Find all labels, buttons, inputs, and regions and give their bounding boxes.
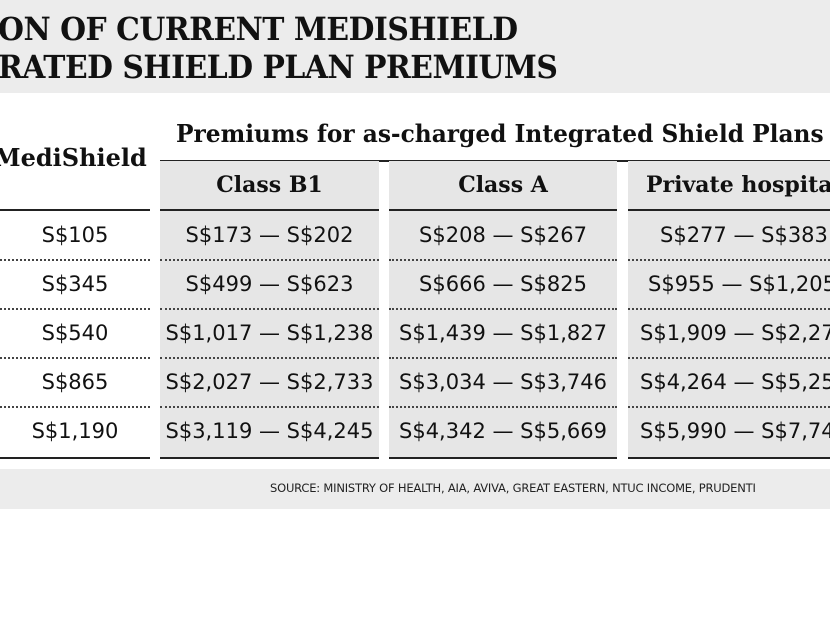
- class-b1-cell: S$1,017 — S$1,238: [165, 321, 374, 345]
- integrated-plans-group-header: Premiums for as-charged Integrated Shiel…: [176, 119, 824, 148]
- private-hospital-cell: S$277 — S$383: [660, 223, 828, 247]
- class-a-cell: S$666 — S$825: [419, 272, 587, 296]
- class-b1-cell: S$2,027 — S$2,733: [165, 370, 374, 394]
- row-divider: [389, 259, 617, 261]
- title-line-1: ON OF CURRENT MEDISHIELD: [0, 10, 518, 48]
- row-divider: [0, 357, 150, 359]
- row-divider: [160, 406, 379, 408]
- class-b1-header-rule: [160, 209, 379, 211]
- row-divider: [389, 357, 617, 359]
- private-hospital-cell: S$955 — S$1,205: [648, 272, 830, 296]
- row-divider: [160, 308, 379, 310]
- private-hospital-cell: S$4,264 — S$5,25: [640, 370, 830, 394]
- medishield-column-header: MediShield: [0, 143, 147, 172]
- row-divider: [389, 406, 617, 408]
- class-b1-header: Class B1: [216, 172, 323, 198]
- class-b1-cell: S$499 — S$623: [185, 272, 354, 296]
- class-a-cell: S$208 — S$267: [419, 223, 587, 247]
- row-divider: [628, 406, 830, 408]
- medishield-cell: S$345: [41, 272, 109, 296]
- table-bottom-rule: [628, 457, 830, 459]
- medishield-cell: S$1,190: [31, 419, 119, 443]
- row-divider: [160, 259, 379, 261]
- medishield-cell: S$105: [41, 223, 109, 247]
- row-divider: [0, 308, 150, 310]
- medishield-cell: S$865: [41, 370, 109, 394]
- class-a-cell: S$1,439 — S$1,827: [399, 321, 607, 345]
- class-a-header-rule: [389, 209, 617, 211]
- row-divider: [389, 308, 617, 310]
- table-bottom-rule: [0, 457, 150, 459]
- private-hospital-header: Private hospital: [646, 172, 830, 198]
- private-hospital-cell: S$5,990 — S$7,74: [640, 419, 830, 443]
- row-divider: [628, 308, 830, 310]
- class-b1-cell: S$3,119 — S$4,245: [165, 419, 374, 443]
- title-line-2: RATED SHIELD PLAN PREMIUMS: [0, 48, 558, 86]
- row-divider: [160, 357, 379, 359]
- medishield-cell: S$540: [41, 321, 109, 345]
- source-credit: SOURCE: MINISTRY OF HEALTH, AIA, AVIVA, …: [270, 481, 756, 495]
- class-a-header: Class A: [458, 172, 548, 198]
- row-divider: [0, 259, 150, 261]
- table-bottom-rule: [389, 457, 617, 459]
- source-band: SOURCE: MINISTRY OF HEALTH, AIA, AVIVA, …: [0, 469, 830, 509]
- private-header-rule: [628, 209, 830, 211]
- row-divider: [0, 406, 150, 408]
- class-a-cell: S$3,034 — S$3,746: [399, 370, 607, 394]
- row-divider: [628, 357, 830, 359]
- row-divider: [628, 259, 830, 261]
- class-a-cell: S$4,342 — S$5,669: [399, 419, 607, 443]
- class-b1-cell: S$173 — S$202: [185, 223, 354, 247]
- medishield-header-rule: [0, 209, 150, 211]
- table-bottom-rule: [160, 457, 379, 459]
- title-band: ON OF CURRENT MEDISHIELD RATED SHIELD PL…: [0, 0, 830, 93]
- private-hospital-cell: S$1,909 — S$2,27: [640, 321, 830, 345]
